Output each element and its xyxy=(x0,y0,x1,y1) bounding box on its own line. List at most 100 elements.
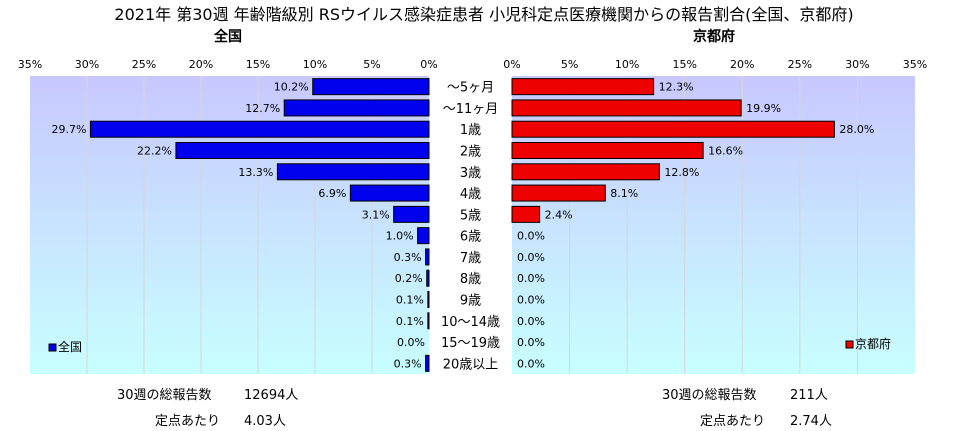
kyoto-total-value: 211人 xyxy=(790,388,828,403)
legend-national-swatch xyxy=(48,343,57,352)
national-per-label: 定点あたり xyxy=(155,414,221,429)
pyramid-chart: 2021年 第30週 年齢階級別 RSウイルス感染症患者 小児科定点医療機関から… xyxy=(18,5,927,374)
bar-national xyxy=(276,163,430,181)
legend-national: 全国 xyxy=(48,339,82,354)
national-per-value: 4.03人 xyxy=(244,414,286,429)
data-label-national: 0.2% xyxy=(395,272,423,285)
bar-national xyxy=(426,269,430,287)
right-panel-title: 京都府 xyxy=(693,28,735,45)
right-tick-label: 0% xyxy=(503,58,520,71)
bar-kyoto xyxy=(511,184,606,202)
bar-kyoto xyxy=(511,78,655,96)
right-tick-label: 15% xyxy=(672,58,696,71)
category-label: 10～14歳 xyxy=(441,315,500,330)
data-label-national: 22.2% xyxy=(137,145,172,158)
left-panel-title: 全国 xyxy=(213,28,242,45)
category-label: 7歳 xyxy=(460,251,481,266)
data-labels: 10.2% 12.3% 12.7% 19.9% 29.7% 28.0% 22.2% 16.6%… xyxy=(51,81,874,371)
right-tick-label: 35% xyxy=(903,58,927,71)
legend-national-label: 全国 xyxy=(58,339,82,354)
bar-kyoto xyxy=(511,99,742,117)
data-label-kyoto: 0.0% xyxy=(517,251,545,264)
legend-kyoto-label: 京都府 xyxy=(855,336,891,351)
data-label-national: 0.3% xyxy=(394,357,422,370)
right-tick-label: 5% xyxy=(561,58,578,71)
bar-kyoto xyxy=(511,142,704,159)
data-label-national: 12.7% xyxy=(245,102,280,115)
right-tick-label: 25% xyxy=(788,58,812,71)
left-tick-label: 15% xyxy=(246,58,270,71)
data-label-kyoto: 0.0% xyxy=(517,336,545,349)
category-label: 15～19歳 xyxy=(441,336,500,351)
data-label-kyoto: 0.0% xyxy=(517,357,545,370)
left-tick-label: 30% xyxy=(75,58,99,71)
left-tick-label: 25% xyxy=(132,58,156,71)
national-total-value: 12694人 xyxy=(244,388,299,403)
data-label-national: 3.1% xyxy=(362,208,390,221)
tick-labels: 35% 30% 25% 20% 15% 10% 5% 0% 0% 5% 10% 15% 20% 25% 30… xyxy=(18,58,927,71)
category-label: ～5ヶ月 xyxy=(447,81,494,96)
data-label-national: 6.9% xyxy=(318,187,346,200)
category-label: 1歳 xyxy=(460,123,481,138)
bar-national xyxy=(312,78,430,96)
right-plot-area xyxy=(512,76,915,374)
data-label-national: 0.3% xyxy=(394,251,422,264)
data-label-kyoto: 0.0% xyxy=(517,315,545,328)
data-label-kyoto: 28.0% xyxy=(839,123,874,136)
right-tick-label: 20% xyxy=(730,58,754,71)
kyoto-total-label: 30週の総報告数 xyxy=(662,388,757,403)
category-label: 5歳 xyxy=(460,208,481,223)
category-labels: ～5ヶ月 ～11ヶ月 1歳 2歳 3歳 4歳 5歳 6歳 7歳 8歳 9歳 10～14歳 15～19歳 2… xyxy=(441,81,500,373)
kyoto-per-value: 2.74人 xyxy=(790,414,832,429)
bar-kyoto xyxy=(511,205,541,223)
bar-national xyxy=(349,184,430,202)
data-label-national: 0.1% xyxy=(396,294,424,307)
left-tick-label: 10% xyxy=(303,58,327,71)
data-label-kyoto: 0.0% xyxy=(517,272,545,285)
bar-national xyxy=(425,354,430,372)
category-label: ～11ヶ月 xyxy=(443,102,499,117)
data-label-kyoto: 2.4% xyxy=(545,208,573,221)
data-label-kyoto: 19.9% xyxy=(746,102,781,115)
category-label: 4歳 xyxy=(460,187,481,202)
bar-national xyxy=(417,227,430,245)
bar-national xyxy=(427,312,430,330)
national-total-label: 30週の総報告数 xyxy=(117,388,212,403)
bar-national xyxy=(393,205,430,223)
legend-kyoto: 京都府 xyxy=(845,336,891,351)
data-label-kyoto: 0.0% xyxy=(517,230,545,243)
category-label: 2歳 xyxy=(460,145,481,160)
bar-national xyxy=(283,99,430,117)
bars xyxy=(89,78,835,372)
category-label: 8歳 xyxy=(460,272,481,287)
data-label-kyoto: 12.8% xyxy=(664,166,699,179)
right-tick-label: 10% xyxy=(615,58,639,71)
bar-kyoto xyxy=(511,120,835,138)
left-tick-label: 35% xyxy=(18,58,42,71)
left-tick-label: 5% xyxy=(363,58,380,71)
legend-kyoto-swatch xyxy=(845,340,854,349)
data-label-national: 13.3% xyxy=(238,166,273,179)
category-label: 20歳以上 xyxy=(443,357,499,372)
data-label-kyoto: 0.0% xyxy=(517,294,545,307)
category-label: 9歳 xyxy=(460,294,481,309)
data-label-kyoto: 8.1% xyxy=(610,187,638,200)
category-label: 6歳 xyxy=(460,230,481,245)
left-tick-label: 20% xyxy=(189,58,213,71)
bar-national xyxy=(175,142,430,159)
bar-kyoto xyxy=(511,163,660,181)
category-label: 3歳 xyxy=(460,166,481,181)
data-label-national: 29.7% xyxy=(51,123,86,136)
data-label-national: 0.0% xyxy=(397,336,425,349)
bar-national xyxy=(427,291,430,308)
data-label-kyoto: 12.3% xyxy=(659,81,694,94)
kyoto-per-label: 定点あたり xyxy=(700,414,766,429)
data-label-national: 1.0% xyxy=(386,230,414,243)
bar-national xyxy=(425,248,430,266)
data-label-national: 0.1% xyxy=(396,315,424,328)
data-label-national: 10.2% xyxy=(274,81,309,94)
right-tick-label: 30% xyxy=(845,58,869,71)
chart-title: 2021年 第30週 年齢階級別 RSウイルス感染症患者 小児科定点医療機関から… xyxy=(114,5,853,24)
bar-national xyxy=(89,120,430,138)
